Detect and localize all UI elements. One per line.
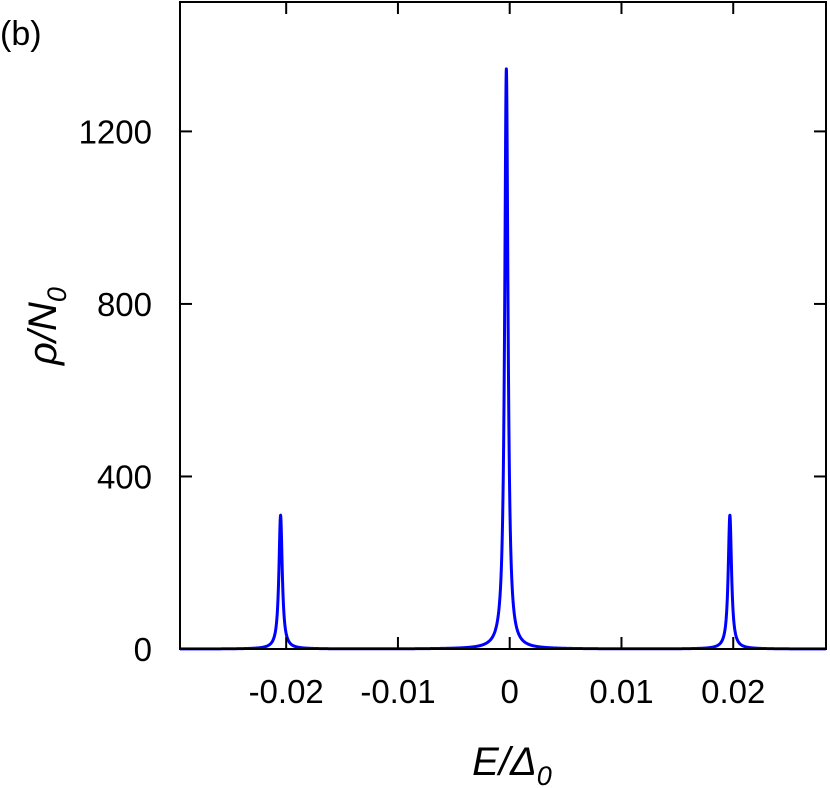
series-line — [178, 67, 828, 651]
plot-frame — [179, 1, 827, 650]
y-tick-label: 800 — [97, 286, 152, 323]
panel-label: (b) — [0, 15, 42, 53]
y-tick-label: 400 — [97, 458, 152, 495]
plot-area — [178, 67, 828, 651]
y-axis-title: ρ/N0 — [21, 287, 72, 366]
x-tick-label: 0.01 — [589, 673, 653, 710]
y-tick-label: 0 — [134, 631, 152, 668]
x-tick-label: 0.02 — [701, 673, 765, 710]
x-axis-ticks: -0.02 -0.01 0 0.01 0.02 — [249, 2, 765, 710]
y-axis-title-main: ρ/N — [21, 302, 65, 366]
x-axis-title-sub: 0 — [537, 761, 552, 788]
x-tick-label: -0.02 — [249, 673, 324, 710]
x-tick-label: 0 — [501, 673, 519, 710]
x-tick-label: -0.01 — [360, 673, 435, 710]
x-axis-title-main: E/Δ — [472, 740, 537, 784]
x-axis-title: E/Δ0 — [472, 740, 552, 788]
y-axis-ticks: 0 400 800 1200 — [79, 113, 826, 668]
y-tick-label: 1200 — [79, 113, 152, 150]
y-axis-title-sub: 0 — [42, 287, 72, 302]
